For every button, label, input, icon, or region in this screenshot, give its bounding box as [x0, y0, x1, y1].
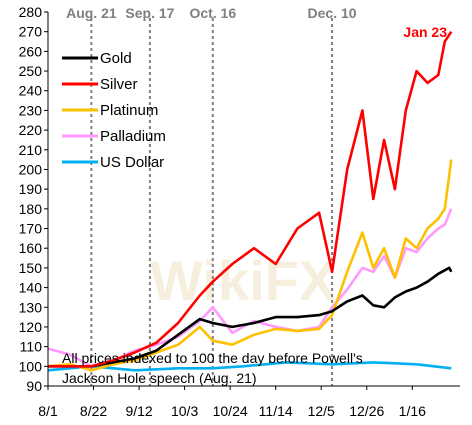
x-tick-label: 1/16 — [399, 403, 426, 419]
legend-label: Silver — [100, 76, 138, 93]
x-tick-label: 8/1 — [38, 403, 58, 419]
event-label: Dec. 10 — [308, 5, 357, 21]
x-tick-label: 10/3 — [171, 403, 198, 419]
y-tick-label: 230 — [19, 102, 43, 118]
y-tick-label: 110 — [20, 339, 43, 355]
legend: Gold Silver Platinum Palladium US Dollar — [62, 50, 166, 171]
x-tick-label: 12/26 — [349, 403, 384, 419]
y-tick-label: 170 — [19, 221, 43, 237]
series-line-gold — [48, 266, 453, 368]
y-tick-label: 220 — [19, 122, 43, 138]
series-line-us-dollar — [47, 361, 452, 372]
y-tick-label: 140 — [19, 280, 43, 296]
legend-label: US Dollar — [100, 154, 164, 171]
y-tick-label: 270 — [19, 24, 43, 40]
y-tick-label: 150 — [19, 260, 43, 276]
legend-label: Palladium — [100, 128, 166, 145]
x-tick-label: 11/14 — [259, 403, 293, 419]
y-tick-label: 120 — [19, 319, 43, 335]
x-tick-label: 8/22 — [80, 403, 107, 419]
series-layer — [47, 30, 453, 372]
y-tick-label: 190 — [19, 181, 43, 197]
event-label: Sep. 17 — [125, 5, 174, 21]
y-tick-label: 280 — [19, 4, 43, 20]
y-tick-label: 250 — [19, 63, 43, 79]
y-tick-label: 210 — [19, 142, 43, 158]
y-tick-label: 160 — [19, 240, 43, 256]
legend-label: Platinum — [100, 102, 158, 119]
annotation-line-2: Jackson Hole speech (Aug. 21) — [62, 370, 257, 386]
y-tick-label: 180 — [19, 201, 43, 217]
x-tick-label: 9/12 — [125, 403, 152, 419]
legend-label: Gold — [100, 50, 132, 67]
y-tick-label: 130 — [19, 299, 43, 315]
annotation-line-1: All prices indexed to 100 the day before… — [62, 350, 363, 366]
y-tick-label: 240 — [19, 83, 43, 99]
series-line-silver — [48, 30, 453, 368]
y-tick-label: 200 — [19, 161, 43, 177]
x-tick-label: 12/5 — [308, 403, 335, 419]
y-tick-label: 90 — [26, 378, 42, 394]
series-line-platinum — [47, 159, 453, 372]
event-label: Aug. 21 — [66, 5, 117, 21]
event-label: Oct. 16 — [189, 5, 236, 21]
y-tick-label: 100 — [19, 358, 43, 374]
y-tick-label: 260 — [19, 43, 43, 59]
end-label: Jan 23 — [403, 24, 447, 40]
x-axis-ticks: 8/1 8/22 9/12 10/3 10/24 11/14 12/5 12/26 1/16 — [38, 386, 426, 419]
y-axis-ticks: 90 100 110 120 130 140 150 160 170 180 190 200 210 22… — [19, 4, 48, 394]
event-markers: Aug. 21 Sep. 17 Oct. 16 Dec. 10 — [66, 5, 357, 386]
x-tick-label: 10/24 — [213, 403, 248, 419]
watermark-text: WikiFX — [150, 249, 336, 312]
